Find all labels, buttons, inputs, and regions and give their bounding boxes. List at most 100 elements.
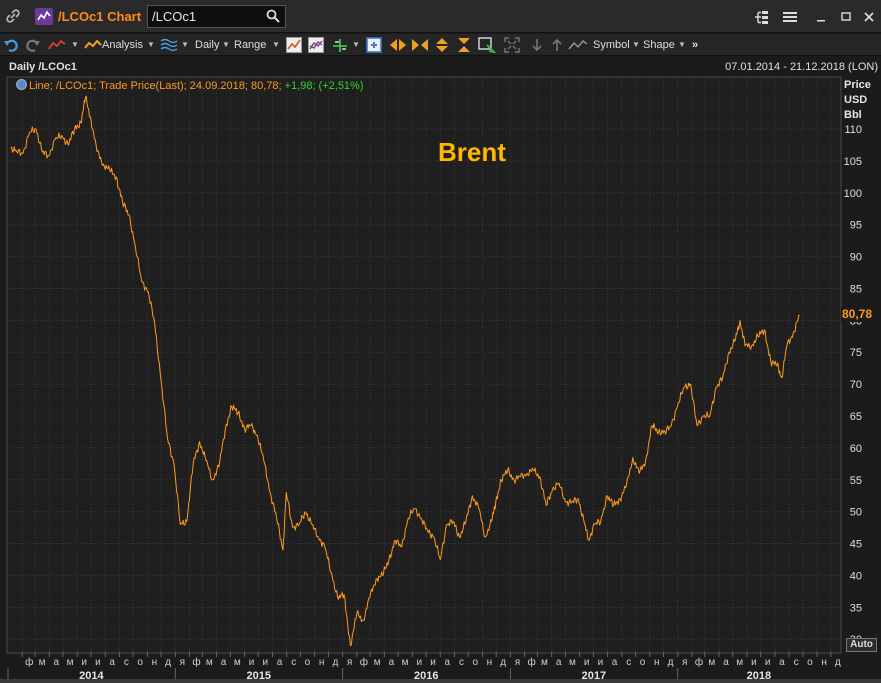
y-axis-unit-line2: USD — [844, 94, 868, 106]
symbol-menu[interactable]: Symbol — [593, 39, 630, 51]
x-month-label: я — [180, 657, 185, 668]
symbol-search-box[interactable] — [147, 5, 286, 28]
chevron-down-icon[interactable]: ▼ — [147, 40, 155, 49]
auto-scale-button[interactable]: Auto — [846, 638, 877, 652]
x-month-label: м — [402, 657, 409, 668]
close-icon[interactable] — [860, 8, 878, 26]
range-menu[interactable]: Range — [234, 39, 267, 51]
chart-header: Daily /LCOc1 07.01.2014 - 21.12.2018 (LO… — [0, 57, 881, 77]
x-month-label: и — [262, 657, 268, 668]
series-layer — [10, 95, 800, 647]
x-month-label: о — [640, 657, 646, 668]
compress-vertical-icon[interactable] — [456, 37, 472, 53]
y-tick-label: 65 — [850, 411, 862, 423]
chevron-down-icon[interactable]: ▼ — [71, 40, 79, 49]
x-month-label: н — [487, 657, 493, 668]
x-month-label: ф — [192, 656, 200, 668]
scroll-up-down-icon[interactable] — [434, 37, 450, 53]
x-month-label: и — [249, 657, 255, 668]
arrow-down-icon[interactable] — [530, 37, 544, 53]
analysis-menu[interactable]: Analysis — [84, 37, 143, 53]
scroll-left-right-icon[interactable] — [389, 37, 407, 53]
x-month-label: ф — [528, 656, 536, 668]
x-month-label: я — [682, 657, 687, 668]
toolbar-overflow-button[interactable]: » — [692, 39, 699, 51]
trend-icon[interactable] — [568, 37, 588, 53]
plot-area — [6, 76, 842, 654]
x-month-label: и — [751, 657, 757, 668]
redo-icon[interactable] — [25, 37, 41, 53]
x-month-label: и — [417, 657, 423, 668]
x-month-label: с — [626, 657, 631, 668]
x-month-label: о — [305, 657, 311, 668]
chevron-down-icon[interactable]: ▼ — [632, 40, 640, 49]
x-month-label: д — [835, 657, 841, 668]
x-month-label: а — [779, 657, 785, 668]
x-month-label: н — [319, 657, 325, 668]
x-month-label: н — [152, 657, 158, 668]
x-month-label: м — [374, 657, 381, 668]
compare-icon[interactable] — [308, 37, 324, 53]
x-month-label: с — [291, 657, 296, 668]
chart-annotation[interactable]: Brent — [438, 137, 506, 167]
crosshair-icon[interactable] — [331, 37, 349, 53]
chevron-down-icon[interactable]: ▼ — [181, 40, 189, 49]
x-month-label: с — [124, 657, 129, 668]
y-tick-label: 110 — [844, 124, 862, 136]
y-tick-label: 70 — [850, 379, 862, 391]
chart-date-range: 07.01.2014 - 21.12.2018 (LON) — [725, 61, 878, 73]
link-icon[interactable] — [4, 8, 22, 26]
y-axis-unit-line1: Price — [844, 79, 871, 91]
y-axis-unit-line3: Bbl — [844, 109, 862, 121]
series-legend[interactable]: Line; /LCOc1; Trade Price(Last); 24.09.2… — [16, 79, 364, 92]
x-month-label: д — [165, 657, 171, 668]
fit-screen-icon[interactable] — [504, 37, 520, 53]
maximize-icon[interactable] — [837, 8, 855, 26]
x-month-label: м — [541, 657, 548, 668]
x-month-label: с — [794, 657, 799, 668]
interval-menu[interactable]: Daily — [195, 39, 220, 51]
undo-icon[interactable] — [3, 37, 19, 53]
y-tick-label: 50 — [850, 507, 862, 519]
menu-icon[interactable] — [781, 8, 799, 26]
chevron-down-icon[interactable]: ▼ — [352, 40, 360, 49]
chevron-down-icon[interactable]: ▼ — [678, 40, 686, 49]
symbol-search-input[interactable] — [152, 8, 262, 25]
minimize-icon[interactable] — [812, 8, 830, 26]
title-bar: /LCOc1 Chart — [0, 0, 881, 33]
x-month-label: а — [612, 657, 618, 668]
bottom-scrollbar[interactable] — [0, 679, 881, 683]
clock-icon — [16, 79, 27, 90]
zoom-box-icon[interactable] — [366, 37, 382, 53]
search-icon[interactable] — [266, 9, 280, 23]
wave-icon[interactable] — [160, 37, 178, 53]
x-month-label: ф — [695, 656, 703, 668]
x-month-label: а — [221, 657, 227, 668]
y-tick-label: 40 — [850, 570, 862, 582]
compress-horizontal-icon[interactable] — [411, 37, 429, 53]
y-axis-unit: Price USD Bbl — [844, 78, 878, 123]
x-month-label: и — [81, 657, 87, 668]
x-month-label: ф — [25, 656, 33, 668]
x-month-label: м — [39, 657, 46, 668]
chart-type-icon[interactable] — [286, 37, 302, 53]
arrow-up-icon[interactable] — [550, 37, 564, 53]
window-title: /LCOc1 Chart — [58, 9, 142, 24]
shape-menu[interactable]: Shape — [643, 39, 675, 51]
line-style-icon[interactable] — [48, 37, 66, 53]
x-month-label: я — [347, 657, 352, 668]
y-tick-label: 35 — [850, 602, 862, 614]
analysis-label: Analysis — [102, 39, 143, 51]
y-tick-label: 100 — [844, 188, 862, 200]
select-region-icon[interactable] — [478, 37, 496, 53]
x-month-label: д — [333, 657, 339, 668]
x-month-label: м — [206, 657, 213, 668]
tree-icon[interactable] — [752, 8, 770, 26]
x-month-label: я — [515, 657, 520, 668]
chevron-down-icon[interactable]: ▼ — [222, 40, 230, 49]
x-month-label: и — [765, 657, 771, 668]
x-month-label: и — [584, 657, 590, 668]
chevron-down-icon[interactable]: ▼ — [272, 40, 280, 49]
x-month-label: с — [459, 657, 464, 668]
